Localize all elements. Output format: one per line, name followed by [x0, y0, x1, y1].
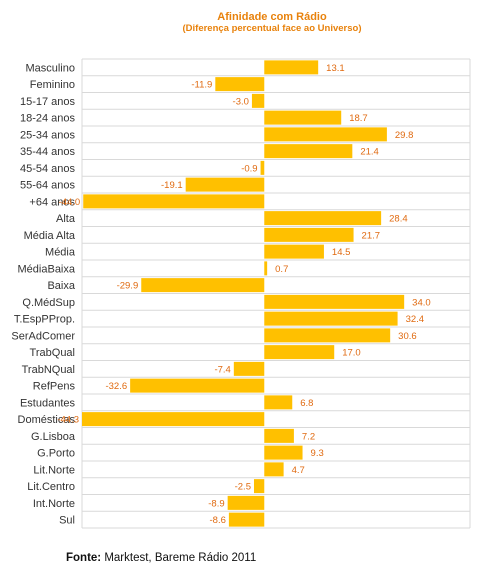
category-label: Média Alta: [24, 230, 76, 242]
bar: [185, 177, 265, 192]
category-label: 55-64 anos: [20, 180, 76, 192]
category-label: 15-17 anos: [20, 96, 76, 108]
bar: [264, 127, 387, 142]
bar: [264, 294, 405, 309]
value-label: 21.7: [362, 230, 381, 241]
bar: [215, 77, 265, 92]
category-label: Média: [45, 247, 76, 259]
value-label: 13.1: [326, 63, 345, 74]
bar: [264, 462, 284, 477]
bar: [264, 395, 293, 410]
value-label: -29.9: [117, 281, 139, 292]
bar: [264, 144, 353, 159]
value-label: 14.5: [332, 247, 351, 258]
value-label: -8.9: [208, 498, 224, 509]
value-label: -0.9: [241, 163, 257, 174]
category-label: +64 anos: [29, 196, 75, 208]
category-label: Estudantes: [20, 397, 76, 409]
category-label: Masculino: [25, 62, 75, 74]
category-label: Lit.Centro: [27, 481, 75, 493]
value-label: 6.8: [300, 398, 313, 409]
bar: [141, 278, 265, 293]
bar: [227, 495, 265, 510]
value-label: -19.1: [161, 180, 183, 191]
source-text: Marktest, Bareme Rádio 2011: [101, 552, 257, 564]
category-label: Sul: [59, 515, 75, 527]
bar: [83, 194, 265, 209]
bar: [253, 479, 265, 494]
category-label: G.Porto: [37, 448, 75, 460]
label-layer: Masculino 13.1 Feminino -11.9 15-17 anos -3.0…: [11, 62, 430, 526]
bar: [264, 244, 324, 259]
bar: [264, 445, 303, 460]
value-label: 29.8: [395, 130, 414, 141]
source-prefix: Fonte:: [66, 552, 102, 564]
category-label: Baixa: [47, 280, 75, 292]
bar: [260, 160, 265, 175]
value-label: 28.4: [389, 214, 408, 225]
category-label: 18-24 anos: [20, 113, 76, 125]
category-label: TrabQual: [30, 347, 75, 359]
bar-layer: [82, 60, 405, 527]
value-label: -32.6: [105, 381, 127, 392]
value-label: 32.4: [406, 314, 425, 325]
category-label: TrabNQual: [22, 364, 75, 376]
bar: [264, 211, 382, 226]
value-label: 21.4: [360, 147, 379, 158]
bar: [264, 227, 354, 242]
value-label: -44.3: [57, 415, 79, 426]
category-label: 45-54 anos: [20, 163, 76, 175]
source-note: Fonte: Marktest, Bareme Rádio 2011: [66, 552, 256, 564]
category-label: Q.MédSup: [22, 297, 75, 309]
bar: [264, 311, 398, 326]
bar: [264, 428, 294, 443]
category-label: G.Lisboa: [31, 431, 76, 443]
value-label: 18.7: [349, 113, 368, 124]
value-label: 34.0: [412, 297, 431, 308]
bar: [251, 93, 265, 108]
bar: [264, 110, 342, 125]
value-label: 9.3: [311, 448, 324, 459]
grid-layer: [81, 58, 471, 529]
value-label: -7.4: [214, 364, 230, 375]
category-label: 35-44 anos: [20, 146, 76, 158]
category-label: Feminino: [30, 79, 75, 91]
value-label: -44.0: [59, 197, 81, 208]
value-label: 30.6: [398, 331, 417, 342]
value-label: -8.6: [210, 515, 226, 526]
value-label: 4.7: [292, 465, 305, 476]
value-label: 0.7: [275, 264, 288, 275]
category-label: Alta: [56, 213, 76, 225]
bar: [264, 261, 268, 276]
chart-subtitle: (Diferença percentual face ao Universo): [183, 23, 362, 34]
value-label: -2.5: [235, 482, 251, 493]
bar: [130, 378, 265, 393]
bar: [264, 60, 319, 75]
value-label: -11.9: [191, 80, 212, 91]
category-label: Lit.Norte: [33, 464, 75, 476]
value-label: 17.0: [342, 348, 361, 359]
bar: [264, 345, 335, 360]
value-label: 7.2: [302, 431, 315, 442]
category-label: T.EspPProp.: [14, 314, 75, 326]
bar: [233, 361, 265, 376]
category-label: Int.Norte: [33, 498, 75, 510]
bar: [82, 412, 265, 427]
bar: [228, 512, 265, 527]
bar: [264, 328, 391, 343]
category-label: Domésticas: [18, 414, 76, 426]
category-label: 25-34 anos: [20, 129, 76, 141]
category-label: MédiaBaixa: [18, 263, 76, 275]
category-label: RefPens: [33, 381, 76, 393]
value-label: -3.0: [233, 96, 249, 107]
chart-title: Afinidade com Rádio: [217, 11, 327, 23]
category-label: SerAdComer: [11, 330, 75, 342]
